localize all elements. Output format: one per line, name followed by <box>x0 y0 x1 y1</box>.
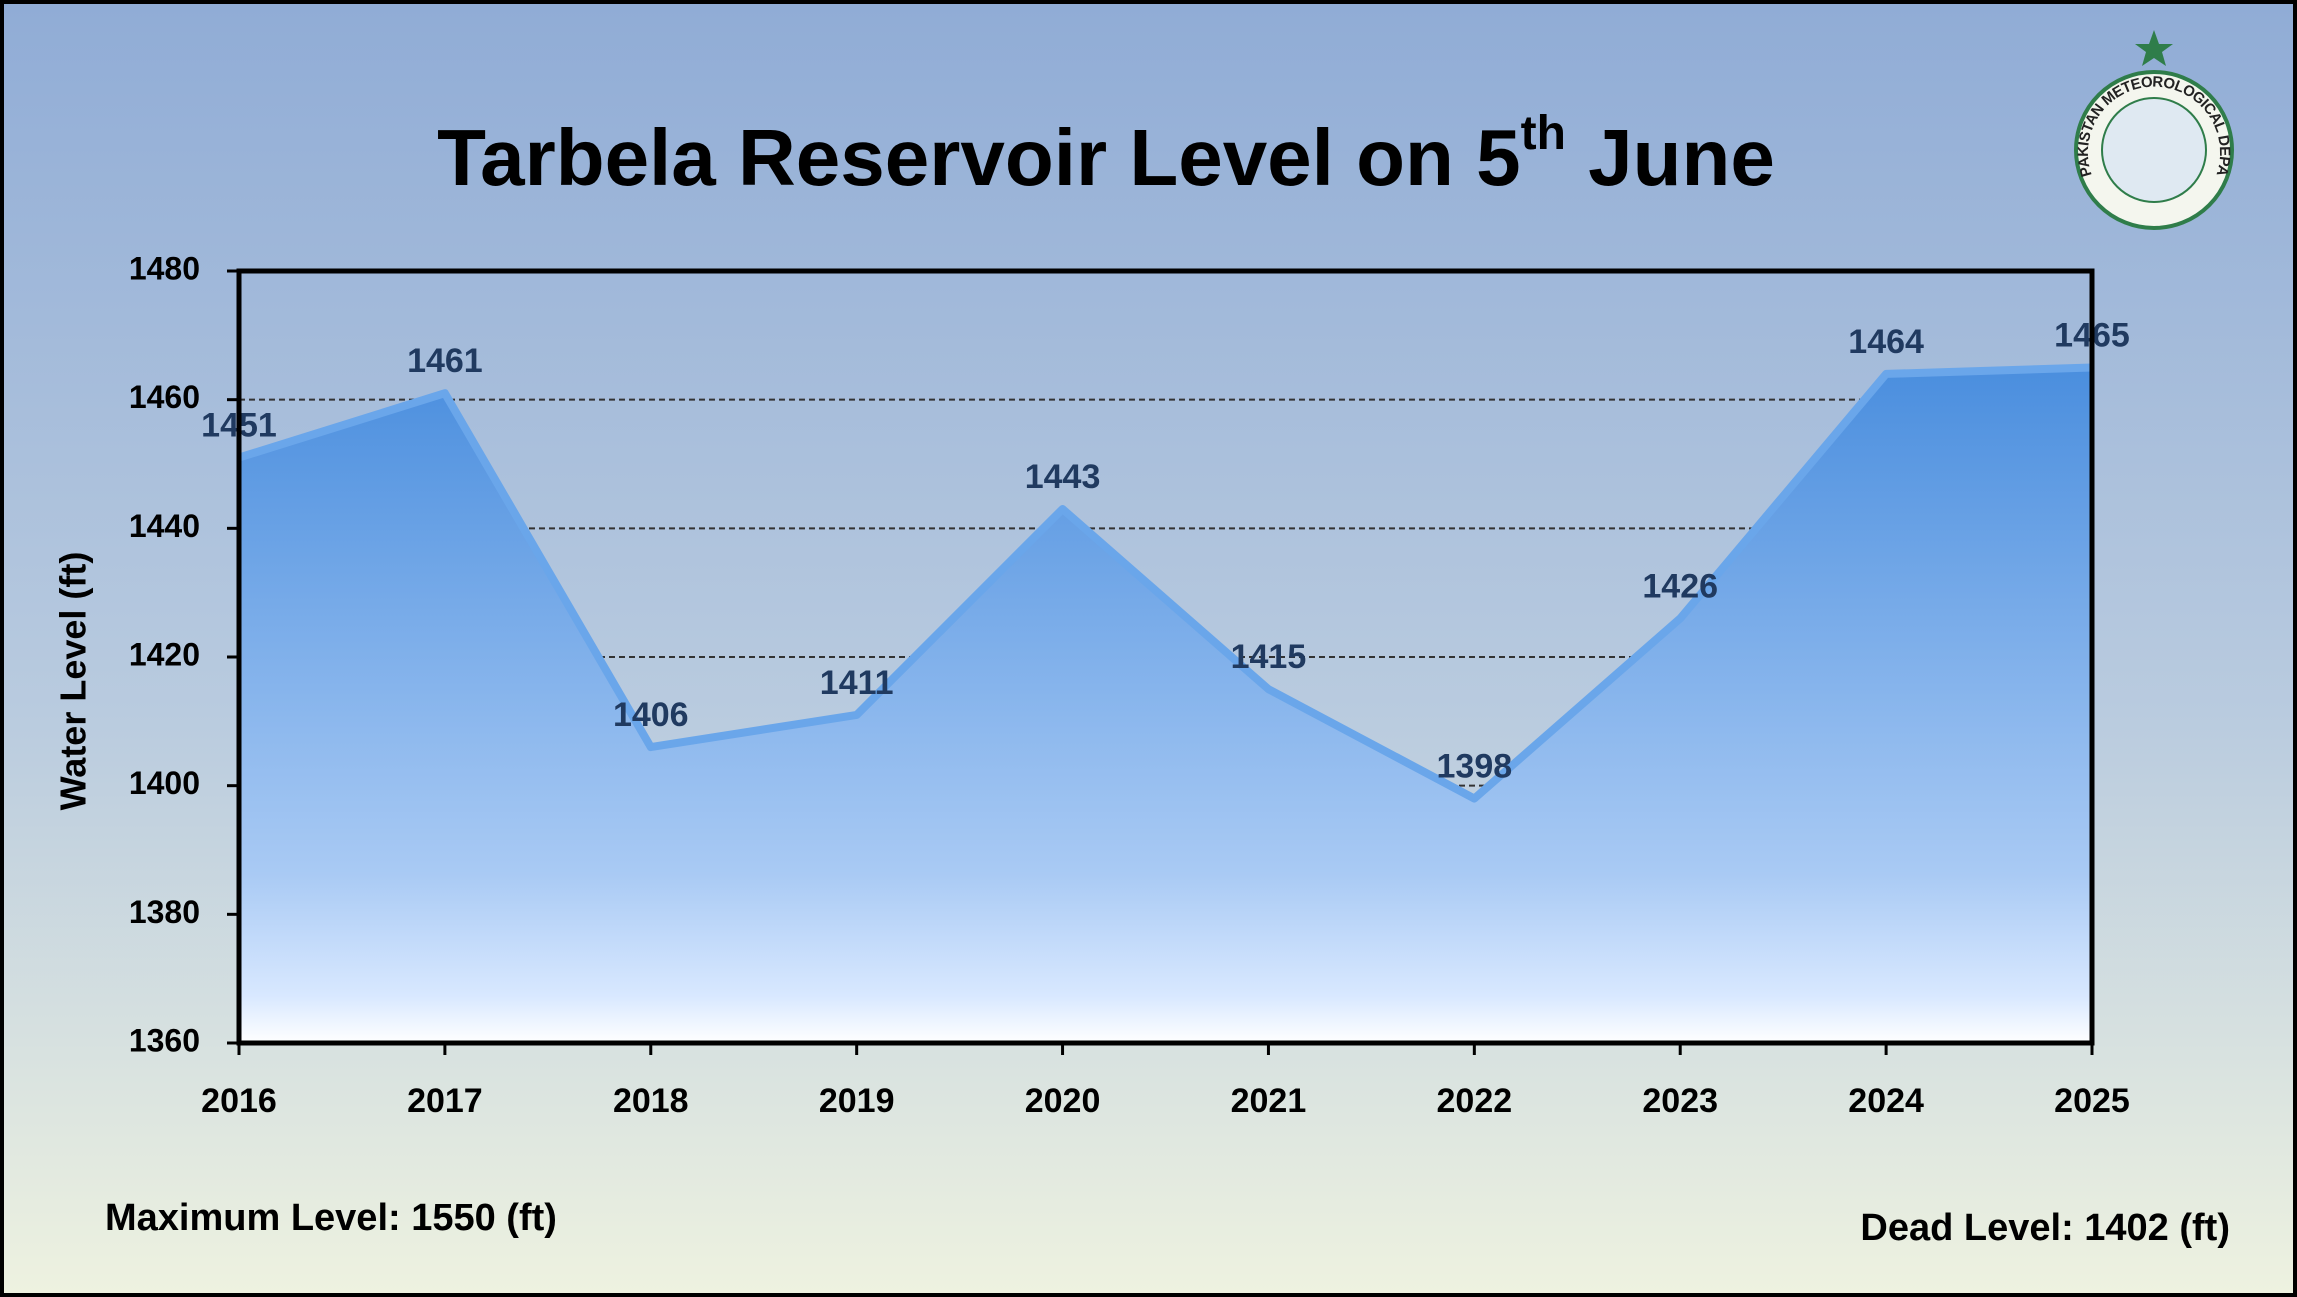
x-tick-label: 2018 <box>613 1082 689 1120</box>
x-tick-label: 2023 <box>1642 1082 1718 1120</box>
note: Maximum Level: 1550 (ft) <box>105 1197 557 1239</box>
x-tick-label: 2022 <box>1437 1082 1513 1120</box>
y-axis-label: Water Level (ft) <box>53 552 94 811</box>
y-tick-label: 1380 <box>129 894 200 930</box>
title-sup: th <box>1521 107 1566 160</box>
area <box>239 367 2092 1043</box>
title-main: Tarbela Reservoir Level on 5 <box>437 113 1520 202</box>
data-label: 1411 <box>820 664 894 702</box>
x-tick-label: 2016 <box>201 1082 277 1120</box>
data-label: 1464 <box>1848 323 1924 361</box>
plot: 1360138014001420144014601480145114611406… <box>129 250 2130 1120</box>
plot-border <box>236 268 2095 1046</box>
chart-title: Tarbela Reservoir Level on 5th June <box>437 107 1775 202</box>
y-tick-label: 1420 <box>129 636 200 672</box>
data-label: 1398 <box>1437 748 1513 786</box>
x-tick-label: 2025 <box>2054 1082 2130 1120</box>
data-label: 1415 <box>1231 638 1307 676</box>
y-tick-label: 1360 <box>129 1022 200 1058</box>
data-label: 1426 <box>1642 567 1718 605</box>
y-tick-label: 1480 <box>129 250 200 286</box>
y-tick-label: 1460 <box>129 379 200 415</box>
data-label: 1443 <box>1025 458 1101 496</box>
x-tick-label: 2019 <box>819 1082 895 1120</box>
x-tick-label: 2020 <box>1025 1082 1101 1120</box>
x-tick-label: 2021 <box>1231 1082 1307 1120</box>
y-tick-label: 1440 <box>129 508 200 544</box>
area-line <box>237 363 2093 803</box>
logo-star <box>2135 30 2173 66</box>
data-label: 1461 <box>407 342 483 380</box>
title-end: June <box>1566 113 1775 202</box>
y-tick-label: 1400 <box>129 765 200 801</box>
logo-inner <box>2101 97 2207 203</box>
data-label: 1406 <box>613 696 689 734</box>
note: Dead Level: 1402 (ft) <box>1860 1207 2230 1249</box>
x-tick-label: 2024 <box>1848 1082 1924 1120</box>
x-tick-label: 2017 <box>407 1082 483 1120</box>
